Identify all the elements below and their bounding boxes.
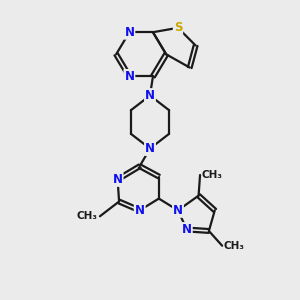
Text: N: N	[135, 204, 145, 217]
Text: N: N	[173, 204, 183, 217]
Text: N: N	[145, 89, 155, 102]
Text: N: N	[124, 26, 134, 39]
Text: N: N	[182, 223, 192, 236]
Text: S: S	[174, 21, 182, 34]
Text: N: N	[124, 70, 134, 83]
Text: CH₃: CH₃	[202, 170, 223, 180]
Text: N: N	[112, 173, 123, 186]
Text: CH₃: CH₃	[224, 241, 244, 251]
Text: CH₃: CH₃	[76, 211, 98, 221]
Text: N: N	[145, 142, 155, 155]
